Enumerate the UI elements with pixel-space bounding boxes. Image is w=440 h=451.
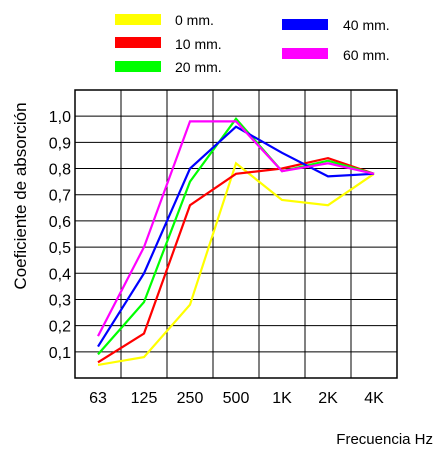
y-tick-label: 0,6 [49, 214, 71, 231]
y-axis-label: Coeficiente de absorción [11, 102, 30, 289]
legend-label-60-mm: 60 mm. [343, 47, 390, 63]
series-layer [97, 117, 375, 366]
x-axis-label: Frecuencia Hz [336, 431, 433, 448]
y-tick-label: 0,7 [49, 188, 71, 205]
x-tick-label: 2K [318, 390, 338, 407]
legend-label-20-mm: 20 mm. [175, 59, 222, 75]
legend-label-10-mm: 10 mm. [175, 36, 222, 52]
legend: 0 mm. 10 mm. 20 mm. 40 mm. 60 mm. [115, 12, 390, 75]
plot-frame [74, 89, 398, 379]
x-tick-labels: 63 125 250 500 1K 2K 4K [89, 390, 384, 407]
x-tick-label: 500 [223, 390, 250, 407]
legend-swatch-10-mm [115, 37, 161, 48]
y-tick-label: 0,1 [49, 345, 71, 362]
y-tick-label: 0,5 [49, 240, 71, 257]
y-tick-label: 0,2 [49, 319, 71, 336]
x-tick-label: 63 [89, 390, 107, 407]
legend-label-40-mm: 40 mm. [343, 17, 390, 33]
x-tick-label: 4K [364, 390, 384, 407]
x-tick-label: 250 [177, 390, 204, 407]
series-line-10-mm [97, 156, 375, 364]
x-tick-label: 1K [272, 390, 292, 407]
y-tick-label: 0,9 [49, 135, 71, 152]
legend-swatch-40-mm [282, 19, 328, 30]
series-line-40-mm [97, 125, 375, 348]
chart-grid [75, 90, 397, 378]
y-tick-label: 0,3 [49, 292, 71, 309]
y-tick-label: 0,4 [49, 266, 71, 283]
series-line-60-mm [97, 120, 375, 337]
series-line-20-mm [97, 117, 375, 356]
y-tick-label: 1,0 [49, 109, 71, 126]
legend-label-0-mm: 0 mm. [175, 12, 214, 28]
legend-swatch-60-mm [282, 48, 328, 59]
y-tick-labels: 0,1 0,2 0,3 0,4 0,5 0,6 0,7 0,8 0,9 1,0 [49, 109, 71, 362]
x-tick-label: 125 [131, 390, 158, 407]
legend-swatch-0-mm [115, 14, 161, 25]
series-line-0-mm [97, 161, 375, 366]
legend-swatch-20-mm [115, 61, 161, 72]
y-tick-label: 0,8 [49, 162, 71, 179]
